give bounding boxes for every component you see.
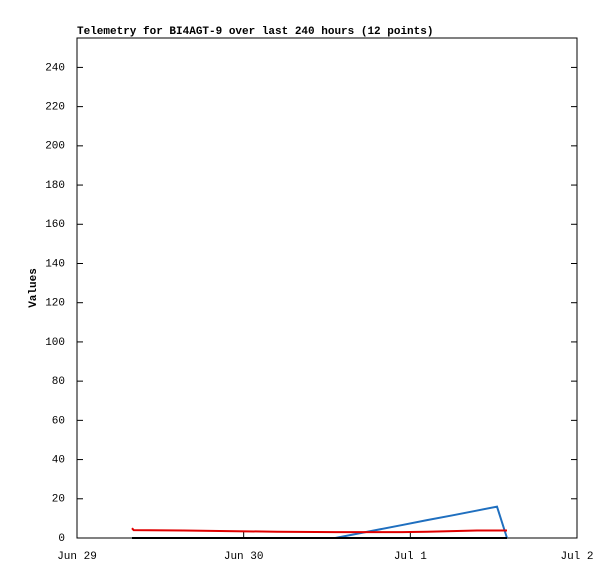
- y-axis-label: Values: [28, 268, 40, 308]
- y-tick-label: 140: [45, 258, 65, 270]
- y-tick-label: 100: [45, 337, 65, 349]
- y-tick-label: 20: [52, 494, 65, 506]
- x-tick-label: Jun 30: [224, 551, 264, 563]
- y-tick-label: 80: [52, 376, 65, 388]
- y-tick-label: 220: [45, 102, 65, 114]
- y-tick-label: 240: [45, 62, 65, 74]
- series-line: [131, 527, 507, 534]
- y-tick-label: 0: [58, 533, 65, 545]
- x-tick-label: Jul 1: [394, 551, 427, 563]
- y-tick-label: 60: [52, 415, 65, 427]
- x-tick-label: Jul 2: [560, 551, 593, 563]
- x-tick-label: Jun 29: [57, 551, 97, 563]
- y-tick-label: 200: [45, 141, 65, 153]
- y-tick-label: 180: [45, 180, 65, 192]
- y-tick-label: 160: [45, 219, 65, 231]
- y-tick-label: 40: [52, 454, 65, 466]
- y-tick-label: 120: [45, 298, 65, 310]
- chart-title: Telemetry for BI4AGT-9 over last 240 hou…: [77, 26, 433, 38]
